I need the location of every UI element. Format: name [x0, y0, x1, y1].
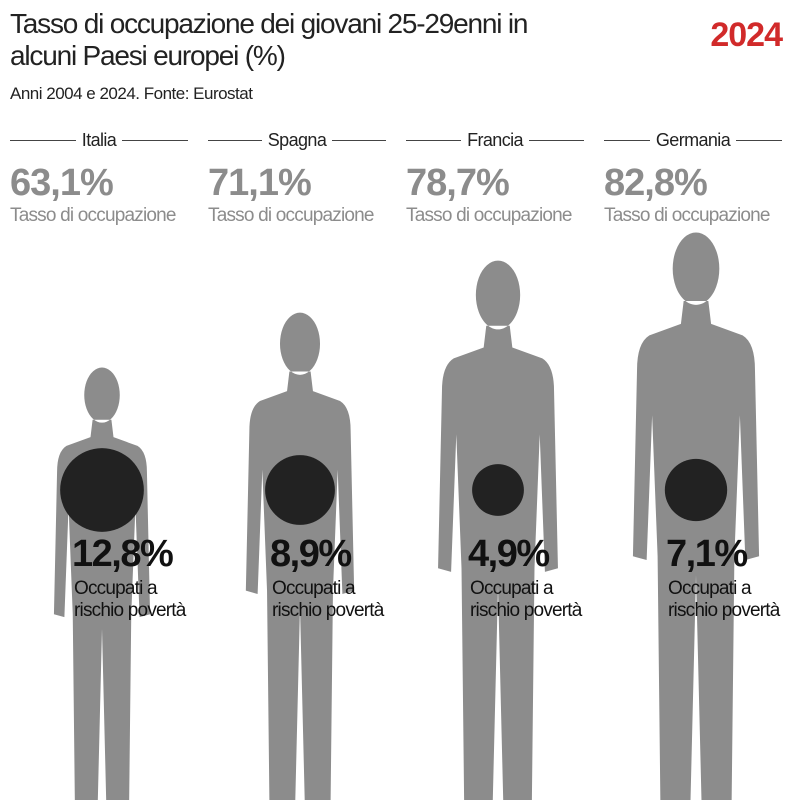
country-name: Francia	[467, 130, 523, 150]
chart-subtitle: Anni 2004 e 2024. Fonte: Eurostat	[10, 84, 253, 103]
poverty-label: Occupati a rischio povertà	[668, 578, 780, 621]
country-header: Spagna	[208, 130, 386, 151]
country-header: Italia	[10, 130, 189, 151]
poverty-rate: 12,8%	[72, 533, 174, 575]
employment-rate: 63,1%	[10, 162, 114, 204]
poverty-label: Occupati a rischio povertà	[470, 578, 582, 621]
employment-label: Tasso di occupazione	[208, 205, 374, 226]
poverty-label: Occupati a rischio povertà	[74, 578, 186, 621]
rule	[604, 140, 650, 141]
poverty-circle	[472, 464, 524, 516]
rule	[208, 140, 262, 141]
person-silhouette	[245, 312, 355, 800]
chart-title: Tasso di occupazione dei giovani 25-29en…	[10, 8, 528, 71]
poverty-rate: 4,9%	[468, 533, 550, 575]
country-name: Germania	[655, 130, 731, 150]
rule	[736, 140, 783, 141]
rule	[528, 140, 585, 141]
employment-label: Tasso di occupazione	[604, 205, 770, 226]
rule	[10, 140, 76, 141]
year-annotation: 2024	[710, 16, 783, 54]
employment-rate: 71,1%	[208, 162, 312, 204]
poverty-circle	[265, 455, 335, 525]
person-silhouette	[438, 260, 558, 800]
rule	[332, 140, 386, 141]
country-name: Italia	[81, 130, 117, 150]
poverty-rate: 8,9%	[270, 533, 352, 575]
rule	[406, 140, 462, 141]
poverty-circle	[60, 448, 144, 532]
employment-label: Tasso di occupazione	[406, 205, 572, 226]
poverty-rate: 7,1%	[666, 533, 748, 575]
employment-rate: 78,7%	[406, 162, 510, 204]
employment-rate: 82,8%	[604, 162, 708, 204]
country-header: Germania	[604, 130, 783, 151]
rule	[122, 140, 189, 141]
poverty-circle	[664, 458, 728, 522]
country-name: Spagna	[267, 130, 327, 150]
country-header: Francia	[406, 130, 585, 151]
poverty-label: Occupati a rischio povertà	[272, 578, 384, 621]
employment-label: Tasso di occupazione	[10, 205, 176, 226]
